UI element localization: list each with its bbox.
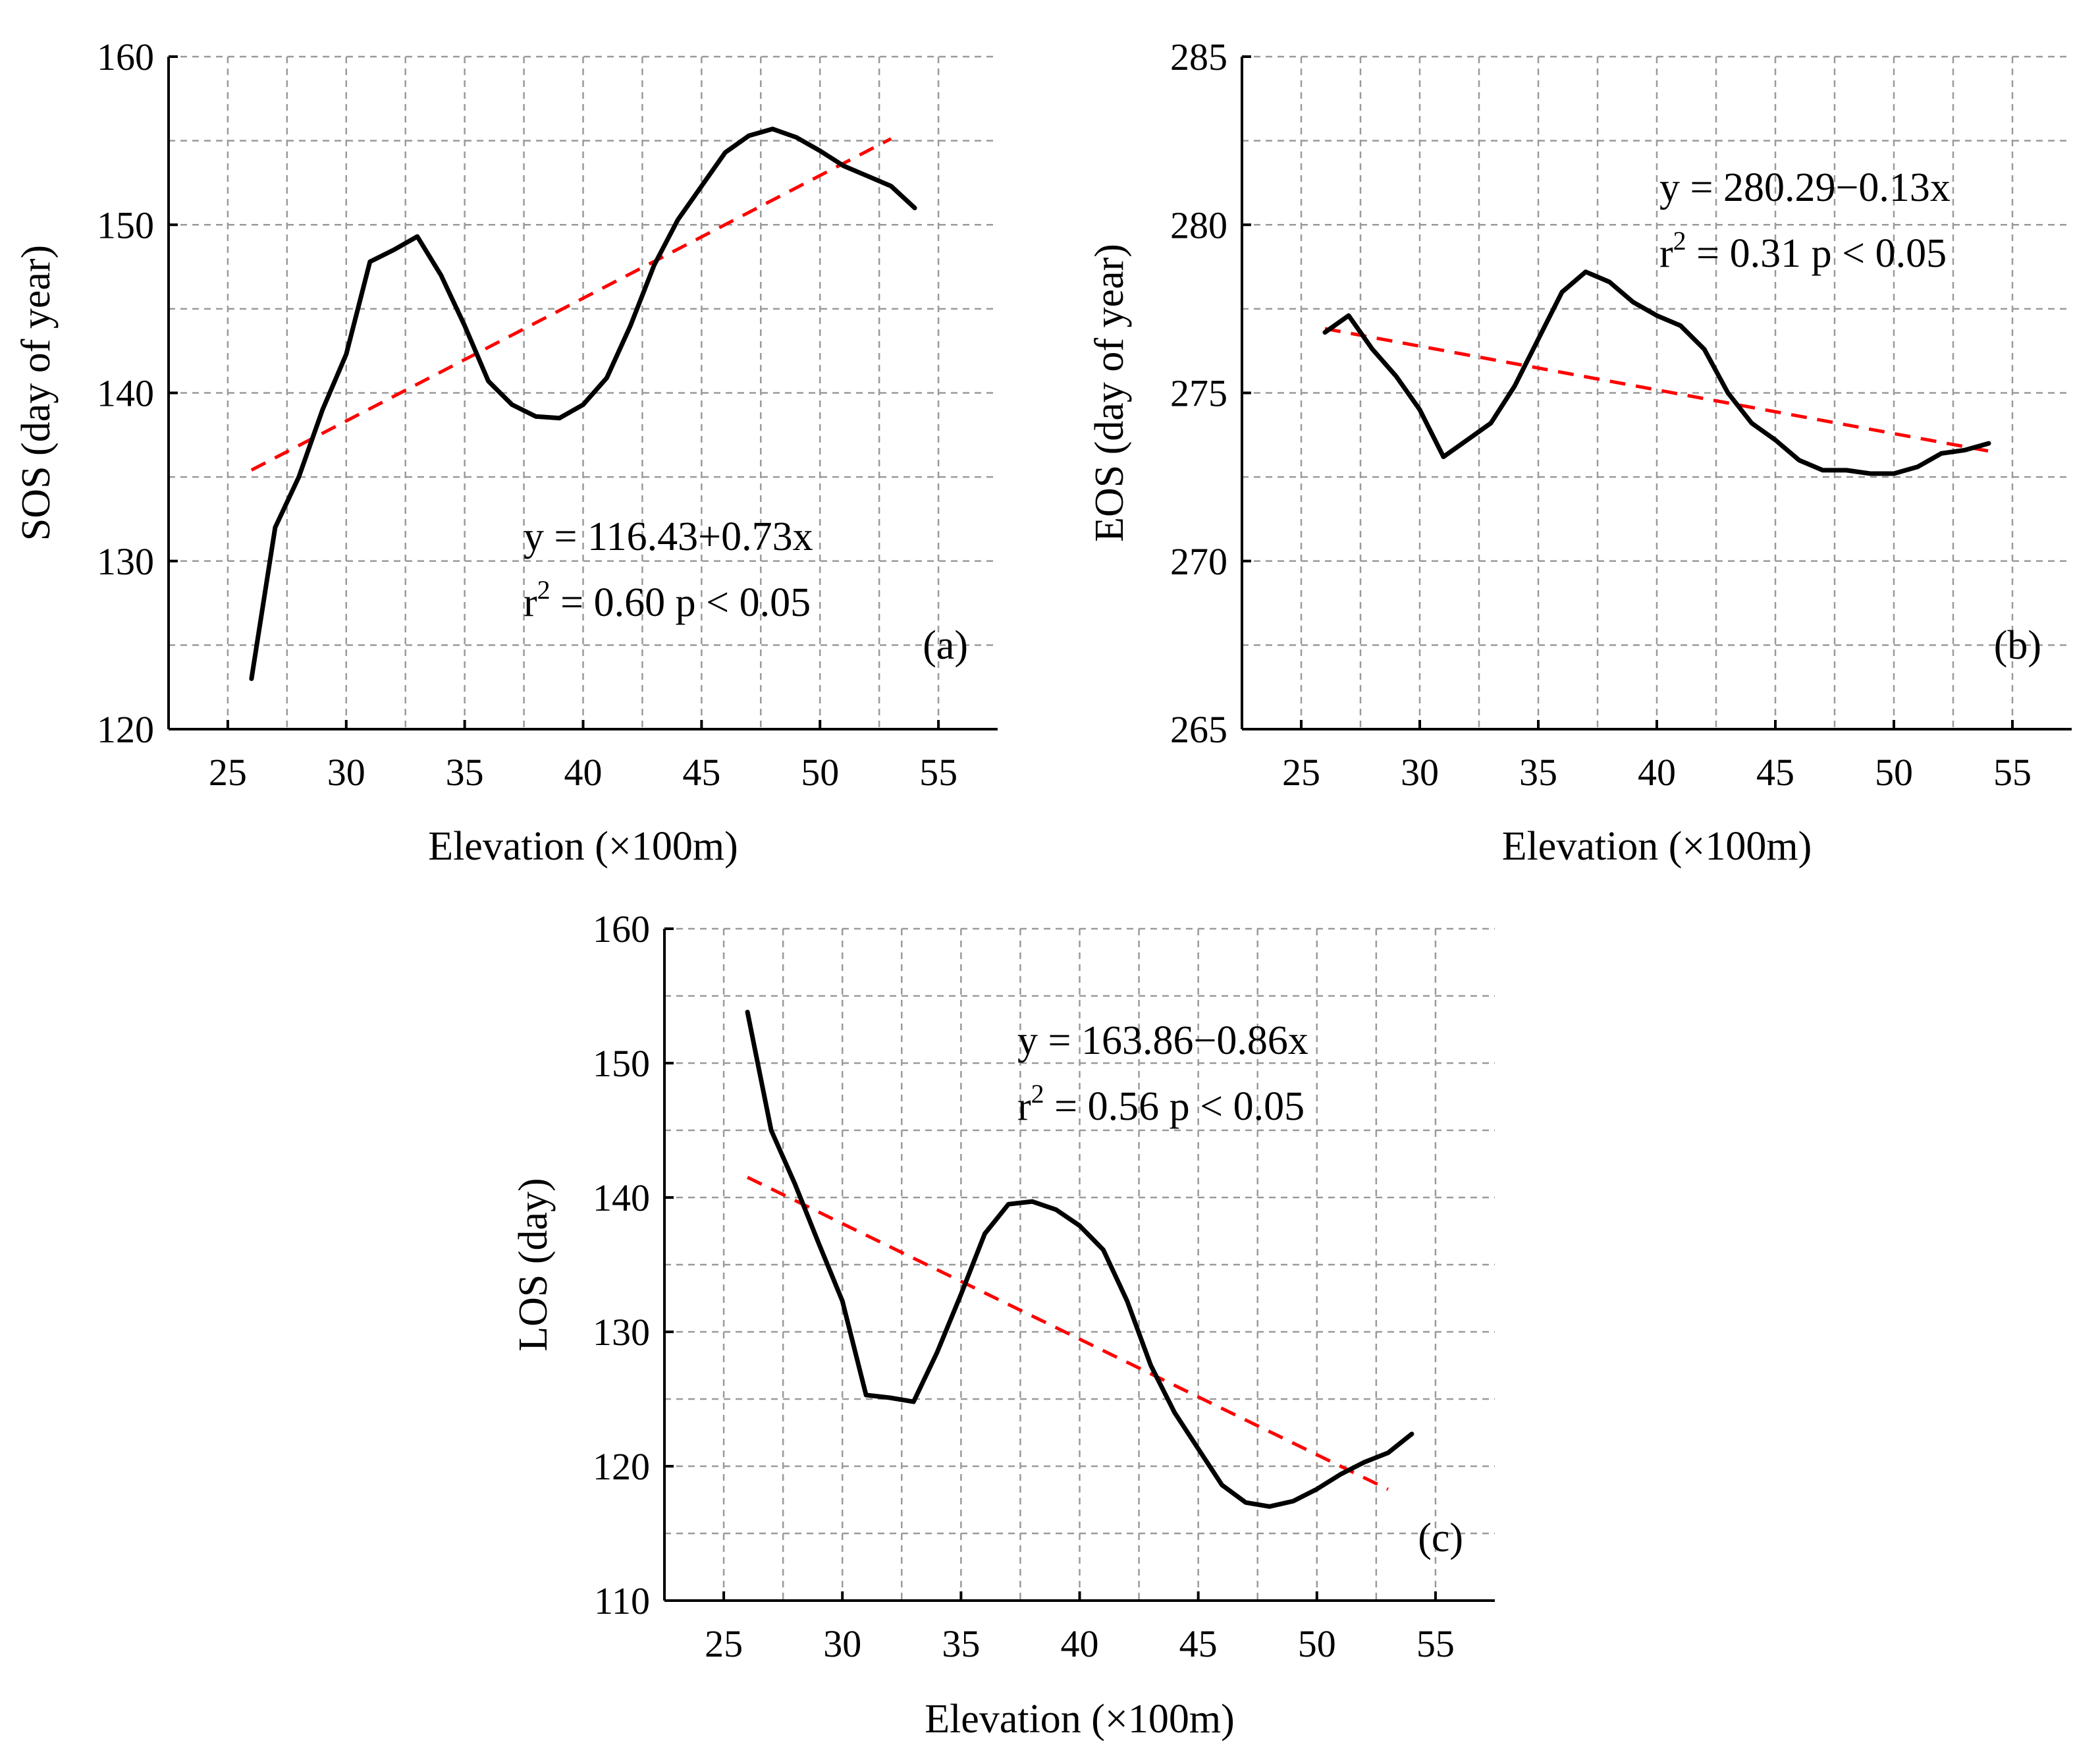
x-tick-label: 40 (564, 751, 603, 794)
r2-value: = 0.31 p < 0.05 (1686, 231, 1947, 276)
r2-annotation: r2 = 0.31 p < 0.05 (1659, 226, 1947, 276)
x-axis-title: Elevation (×100m) (925, 1697, 1235, 1742)
panel-label: (b) (1994, 623, 2041, 668)
y-tick-label: 270 (1170, 540, 1227, 583)
x-tick-label: 50 (1298, 1622, 1336, 1665)
x-tick-label: 35 (942, 1622, 980, 1665)
x-tick-label: 50 (801, 751, 839, 794)
fit-line (250, 137, 892, 472)
y-axis-title: EOS (day of year) (1087, 244, 1132, 542)
y-tick-label: 160 (593, 908, 650, 950)
r2-symbol: r (1017, 1084, 1031, 1129)
x-tick-label: 35 (446, 751, 484, 794)
r2-value: = 0.60 p < 0.05 (551, 580, 811, 625)
y-axis-title: LOS (day) (511, 1178, 556, 1351)
panel-b: 25 30 35 40 45 50 55 265 270 275 280 285 Elevation (… (1087, 36, 2072, 869)
x-tick-label: 25 (705, 1622, 743, 1665)
panel-label: (a) (923, 623, 968, 668)
x-tick-label: 45 (1179, 1622, 1218, 1665)
y-tick-label: 140 (97, 372, 154, 415)
y-tick-label: 140 (593, 1176, 650, 1219)
y-tick-label: 110 (594, 1580, 650, 1622)
y-axis-title: SOS (day of year) (14, 245, 59, 541)
data-line (745, 1010, 1414, 1509)
y-tick-label: 130 (593, 1311, 650, 1354)
x-tick-label: 50 (1875, 751, 1913, 794)
x-tick-label: 25 (1282, 751, 1320, 794)
fit-line (1324, 327, 1989, 453)
data-line (1322, 269, 1991, 476)
panel-label: (c) (1418, 1516, 1463, 1560)
x-axis-title: Elevation (×100m) (428, 824, 738, 869)
x-tick-label: 30 (1401, 751, 1439, 794)
y-tick-label: 280 (1170, 204, 1227, 246)
data-line (249, 126, 917, 681)
x-tick-label: 25 (209, 751, 247, 794)
x-axis-title: Elevation (×100m) (1502, 824, 1812, 869)
r2-annotation: r2 = 0.56 p < 0.05 (1017, 1079, 1305, 1129)
y-tick-label: 285 (1170, 36, 1227, 78)
r2-annotation: r2 = 0.60 p < 0.05 (524, 575, 811, 625)
panel-a: 25 30 35 40 45 50 55 120 130 140 150 160 Elevation (… (14, 36, 998, 869)
x-tick-label: 40 (1638, 751, 1676, 794)
r2-exponent: 2 (537, 575, 551, 605)
regression-equation: y = 280.29−0.13x (1659, 165, 1951, 210)
r2-exponent: 2 (1673, 226, 1686, 256)
r2-value: = 0.56 p < 0.05 (1044, 1084, 1305, 1129)
panel-c: 25 30 35 40 45 50 55 110 120 130 140 150 160 Elevatio… (511, 908, 1495, 1742)
fit-line (747, 1176, 1389, 1491)
y-tick-label: 160 (97, 36, 154, 78)
x-tick-label: 55 (1416, 1622, 1455, 1665)
r2-symbol: r (524, 580, 537, 625)
x-tick-label: 30 (327, 751, 365, 794)
regression-equation: y = 163.86−0.86x (1017, 1018, 1308, 1063)
y-tick-label: 150 (593, 1042, 650, 1085)
regression-equation: y = 116.43+0.73x (524, 514, 813, 559)
x-tick-label: 30 (823, 1622, 861, 1665)
y-tick-label: 120 (593, 1445, 650, 1488)
r2-exponent: 2 (1031, 1079, 1044, 1109)
x-tick-label: 35 (1519, 751, 1557, 794)
y-tick-label: 275 (1170, 372, 1227, 415)
x-tick-label: 40 (1061, 1622, 1099, 1665)
x-tick-label: 55 (1993, 751, 2032, 794)
y-tick-label: 130 (97, 540, 154, 583)
y-tick-label: 265 (1170, 708, 1227, 751)
x-tick-label: 45 (1756, 751, 1794, 794)
r2-symbol: r (1659, 231, 1673, 276)
x-tick-label: 45 (682, 751, 720, 794)
y-tick-label: 150 (97, 204, 154, 246)
y-tick-label: 120 (97, 708, 154, 751)
x-tick-label: 55 (919, 751, 957, 794)
